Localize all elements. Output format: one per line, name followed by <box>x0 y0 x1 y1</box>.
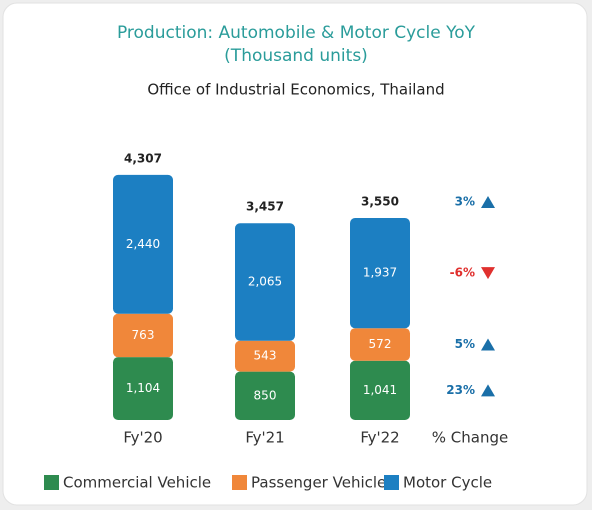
legend-label: Passenger Vehicle <box>251 474 386 492</box>
legend-label: Commercial Vehicle <box>63 474 211 492</box>
chart-title: Production: Automobile & Motor Cycle YoY <box>117 23 476 43</box>
bar-segment <box>113 174 173 314</box>
change-arrow <box>481 384 495 397</box>
data-label: 2,440 <box>126 237 160 251</box>
change-label: 5% <box>455 337 475 351</box>
bar-segment <box>113 357 173 420</box>
bar-segment <box>350 328 410 361</box>
legend-label: Motor Cycle <box>403 474 492 492</box>
x-tick-label: Fy'20 <box>123 429 162 447</box>
change-label: 3% <box>455 195 475 209</box>
bar-segment <box>113 313 173 358</box>
data-label: 572 <box>369 337 392 351</box>
data-label: 1,041 <box>363 383 397 397</box>
bar-segment <box>350 218 410 329</box>
bar-segment <box>235 371 295 420</box>
change-label: -6% <box>450 266 475 280</box>
total-label: 4,307 <box>124 151 162 165</box>
bar-segment <box>235 340 295 372</box>
data-label: 2,065 <box>248 274 282 288</box>
data-label: 1,104 <box>126 381 160 395</box>
data-label: 850 <box>254 388 277 402</box>
change-arrow <box>481 267 495 280</box>
legend-swatch <box>44 475 59 490</box>
change-arrow <box>481 338 495 351</box>
total-label: 3,550 <box>361 195 399 209</box>
legend-swatch <box>384 475 399 490</box>
x-tick-label: Fy'22 <box>360 429 399 447</box>
change-header: % Change <box>432 429 508 447</box>
change-arrow <box>481 196 495 209</box>
x-tick-label: Fy'21 <box>245 429 284 447</box>
change-label: 23% <box>446 383 475 397</box>
chart-units: (Thousand units) <box>224 46 368 66</box>
bar-segment <box>350 360 410 420</box>
total-label: 3,457 <box>246 200 284 214</box>
data-label: 1,937 <box>363 266 397 280</box>
chart-subtitle: Office of Industrial Economics, Thailand <box>147 81 444 99</box>
data-label: 543 <box>254 349 277 363</box>
bar-segment <box>235 223 295 341</box>
legend-swatch <box>232 475 247 490</box>
data-label: 763 <box>132 328 155 342</box>
